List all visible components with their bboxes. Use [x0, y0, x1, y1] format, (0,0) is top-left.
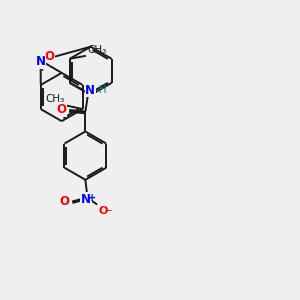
Text: O: O	[57, 103, 67, 116]
Text: CH₃: CH₃	[46, 94, 65, 104]
Text: -H: -H	[95, 85, 106, 95]
Text: +: +	[88, 193, 96, 203]
Text: O: O	[44, 50, 55, 63]
Text: O: O	[60, 195, 70, 208]
Text: ⁻: ⁻	[105, 207, 112, 220]
Text: O: O	[99, 206, 108, 216]
Text: N: N	[36, 56, 46, 68]
Text: N: N	[81, 193, 91, 206]
Text: CH₃: CH₃	[87, 45, 106, 55]
Text: N: N	[85, 84, 95, 97]
